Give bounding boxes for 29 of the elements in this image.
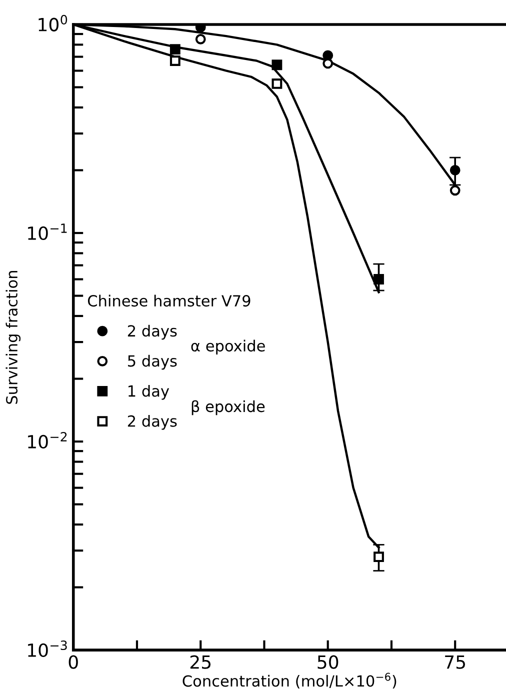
x-tick-label: 25	[190, 655, 211, 669]
point	[195, 34, 206, 44]
y-tick-label: 10$^{−3}$	[28, 640, 67, 658]
y-tick-label: 10$^{−1}$	[28, 224, 67, 240]
x-tick-label: 75	[445, 655, 466, 669]
annotation: β epoxide	[192, 400, 265, 416]
point	[374, 552, 384, 562]
y-tick-label: 10$^{0}$	[38, 14, 68, 32]
annotation: α epoxide	[191, 340, 265, 355]
point	[195, 24, 206, 32]
y-tick-label: 10$^{−2}$	[28, 432, 67, 449]
legend-label: 2 days	[128, 324, 177, 340]
legend-label: 2 days	[128, 415, 177, 430]
point	[450, 185, 460, 196]
legend-label: 5 days	[128, 354, 177, 370]
point	[322, 50, 334, 61]
point	[322, 58, 334, 69]
point	[272, 60, 282, 70]
legend-title: Chinese hamster V79	[88, 294, 250, 307]
point	[272, 78, 282, 89]
point	[170, 44, 180, 55]
point	[374, 274, 384, 284]
point	[450, 165, 460, 176]
x-tick-label: 0	[68, 655, 78, 669]
point	[170, 56, 180, 66]
x-axis-title: Concentration (mol/L×10$^{−6}$)	[182, 672, 396, 689]
y-axis-title: Surviving fraction	[6, 270, 21, 404]
legend-label: 1 day	[128, 384, 170, 400]
x-tick-label: 50	[318, 655, 338, 669]
